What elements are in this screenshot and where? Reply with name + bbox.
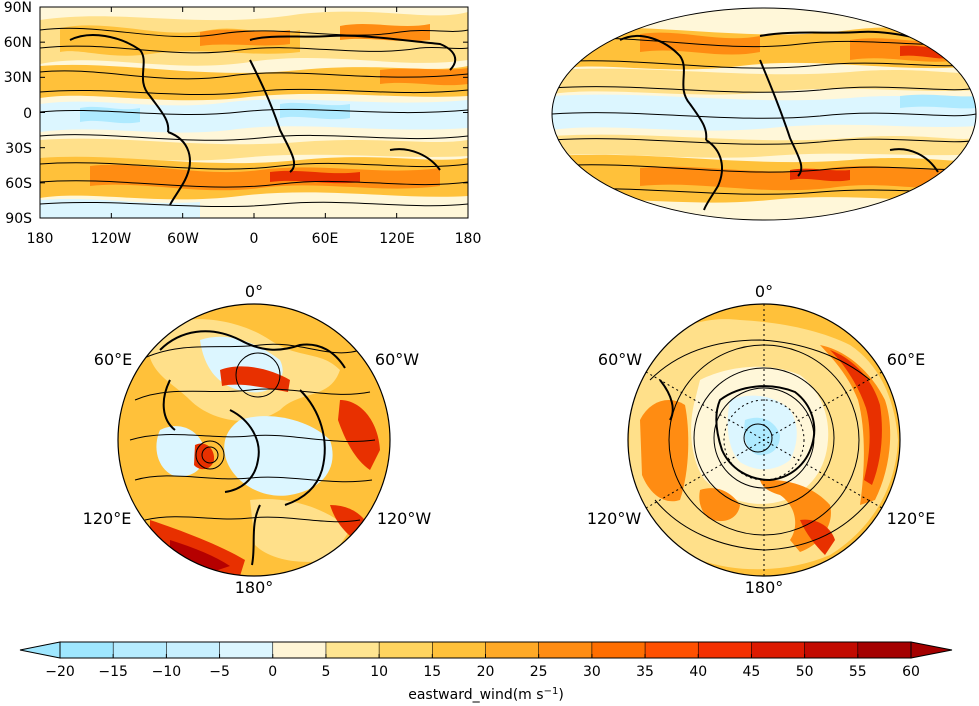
np-label-lower-left: 120°E bbox=[83, 509, 132, 528]
colorbar: −20 −15 −10 −5 0 5 10 15 20 25 30 35 40 45 50 55 60 east… bbox=[19, 641, 953, 703]
cyl-ytick-0: 0 bbox=[23, 106, 32, 122]
colorbar-tick-labels: −20 −15 −10 −5 0 5 10 15 20 25 30 35 40 45 50 55 60 bbox=[45, 654, 920, 680]
colorbar-tick-label: 30 bbox=[583, 664, 601, 680]
colorbar-swatch bbox=[857, 641, 912, 659]
cyl-axis-ticks bbox=[39, 6, 469, 219]
np-coastlines bbox=[159, 330, 346, 566]
sp-label-lower-left: 120°W bbox=[587, 509, 642, 528]
cyl-xtick-120e: 120E bbox=[379, 231, 415, 247]
colorbar-swatch bbox=[804, 641, 859, 659]
cyl-xtick-180e: 180 bbox=[455, 231, 482, 247]
cyl-xtick-60e: 60E bbox=[312, 231, 339, 247]
cyl-coastlines bbox=[69, 34, 457, 206]
colorbar-swatch bbox=[697, 641, 753, 659]
colorbar-swatch bbox=[112, 641, 168, 659]
colorbar-tick-label: 0 bbox=[268, 664, 277, 680]
colorbar-tick-label: 10 bbox=[370, 664, 388, 680]
north-polar-panel: 0° 60°E 60°W 120°E 120°W 180° bbox=[83, 282, 432, 597]
colorbar-swatch bbox=[751, 641, 806, 659]
colorbar-under-arrow bbox=[19, 641, 61, 659]
colorbar-label: eastward_wind(m s−1) bbox=[408, 686, 564, 703]
cyl-ytick-30s: 30S bbox=[5, 141, 32, 157]
colorbar-tick-label: 15 bbox=[423, 664, 441, 680]
colorbar-swatch bbox=[219, 641, 274, 659]
cyl-xtick-180w: 180 bbox=[27, 231, 54, 247]
colorbar-tick-label: −5 bbox=[209, 664, 230, 680]
colorbar-tick-label: 60 bbox=[902, 664, 920, 680]
colorbar-swatch bbox=[644, 641, 700, 659]
np-label-upper-left: 60°E bbox=[94, 350, 132, 369]
cyl-xtick-120w: 120W bbox=[91, 231, 132, 247]
colorbar-label-exponent: −1 bbox=[544, 686, 559, 697]
cyl-y-tick-labels: 90N 60N 30N 0 30S 60S 90S bbox=[4, 0, 32, 227]
sp-coastlines bbox=[659, 379, 816, 482]
colorbar-tick-label: 50 bbox=[796, 664, 814, 680]
colorbar-swatch bbox=[591, 641, 646, 659]
colorbar-tick-label: 5 bbox=[321, 664, 330, 680]
sp-longitude-labels: 0° 60°W 60°E 120°W 120°E 180° bbox=[587, 282, 936, 597]
np-frame bbox=[117, 303, 391, 577]
sp-label-lower-right: 120°E bbox=[887, 509, 936, 528]
colorbar-label-close: ) bbox=[558, 687, 563, 703]
cyl-ytick-90n: 90N bbox=[4, 0, 32, 16]
colorbar-swatch bbox=[485, 641, 540, 659]
colorbar-swatch bbox=[59, 641, 114, 659]
moll-wind-bands bbox=[552, 27, 976, 203]
south-polar-panel: 0° 60°W 60°E 120°W 120°E 180° bbox=[587, 282, 936, 597]
cyl-ytick-90s: 90S bbox=[5, 211, 32, 227]
colorbar-over-arrow bbox=[910, 641, 953, 659]
colorbar-tick-label: 20 bbox=[477, 664, 495, 680]
colorbar-swatch bbox=[272, 641, 327, 659]
cyl-wind-bands bbox=[40, 11, 468, 218]
np-label-upper-right: 60°W bbox=[375, 350, 419, 369]
sp-frame bbox=[627, 303, 901, 577]
np-label-lower-right: 120°W bbox=[377, 509, 432, 528]
cyl-ytick-60s: 60S bbox=[5, 176, 32, 192]
cyl-x-tick-labels: 180 120W 60W 0 60E 120E 180 bbox=[27, 231, 482, 247]
np-label-top: 0° bbox=[245, 282, 263, 301]
np-label-bottom: 180° bbox=[235, 578, 274, 597]
colorbar-tick-label: 35 bbox=[636, 664, 654, 680]
np-longitude-labels: 0° 60°E 60°W 120°E 120°W 180° bbox=[83, 282, 432, 597]
colorbar-tick-label: −20 bbox=[45, 664, 75, 680]
sp-label-upper-left: 60°W bbox=[598, 350, 642, 369]
colorbar-tick-label: 55 bbox=[849, 664, 867, 680]
colorbar-swatch bbox=[378, 641, 434, 659]
mollweide-map-panel bbox=[551, 7, 977, 221]
cyl-xtick-60w: 60W bbox=[167, 231, 199, 247]
colorbar-tick-label: 45 bbox=[743, 664, 761, 680]
sp-label-top: 0° bbox=[755, 282, 773, 301]
colorbar-tick-label: 40 bbox=[689, 664, 707, 680]
cyl-ytick-30n: 30N bbox=[4, 70, 32, 86]
sp-label-bottom: 180° bbox=[745, 578, 784, 597]
colorbar-swatch bbox=[325, 641, 380, 659]
colorbar-tick-label: −10 bbox=[152, 664, 182, 680]
colorbar-label-text: eastward_wind(m s bbox=[408, 687, 543, 703]
cylindrical-map-panel: 90N 60N 30N 0 30S 60S 90S 180 120W 60W 0… bbox=[4, 0, 482, 247]
colorbar-swatch bbox=[432, 641, 487, 659]
colorbar-swatch bbox=[166, 641, 221, 659]
sp-label-upper-right: 60°E bbox=[887, 350, 925, 369]
cyl-xtick-0: 0 bbox=[250, 231, 259, 247]
colorbar-tick-label: −15 bbox=[98, 664, 128, 680]
cyl-contours bbox=[40, 27, 468, 208]
colorbar-swatch bbox=[538, 641, 593, 659]
moll-frame bbox=[551, 7, 977, 221]
cyl-ytick-60n: 60N bbox=[4, 35, 32, 51]
colorbar-tick-label: 25 bbox=[530, 664, 548, 680]
sp-grid-meridians bbox=[645, 304, 883, 576]
